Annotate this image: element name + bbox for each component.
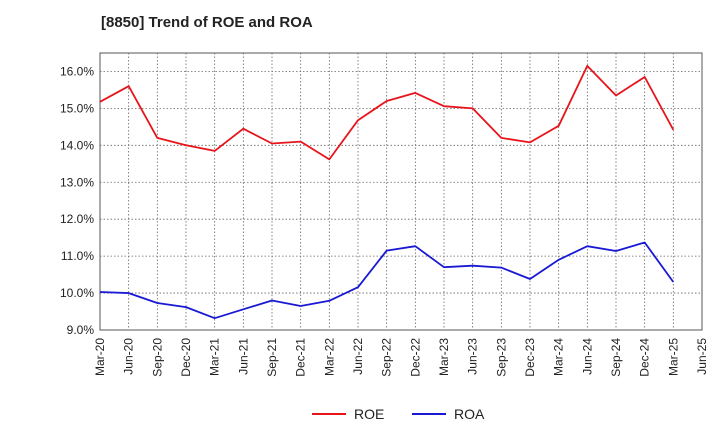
x-tick-label: Mar-25 xyxy=(666,338,680,376)
y-tick-label: 10.0% xyxy=(60,286,94,300)
series-line-roe xyxy=(99,65,675,161)
x-tick-label: Mar-20 xyxy=(93,338,107,376)
x-tick-label: Jun-25 xyxy=(695,338,709,375)
x-tick-label: Jun-21 xyxy=(236,338,250,375)
x-tick-label: Dec-20 xyxy=(179,338,193,377)
x-tick-label: Jun-23 xyxy=(466,338,480,375)
x-tick-label: Dec-24 xyxy=(638,338,652,377)
x-tick-label: Jun-20 xyxy=(122,338,136,375)
plot-area xyxy=(99,52,703,331)
y-tick-label: 16.0% xyxy=(60,64,94,78)
chart-title: [8850] Trend of ROE and ROA xyxy=(101,14,313,31)
series-line-roa xyxy=(99,241,675,320)
legend-layer: ROE ROA xyxy=(312,406,485,422)
legend-label-roe: ROE xyxy=(354,406,384,422)
axis-layer: Mar-20 Jun-20 Sep-20 Dec-20 Mar-21 Jun-21 Sep-… xyxy=(60,64,709,376)
x-tick-label: Sep-22 xyxy=(380,338,394,377)
x-tick-label: Sep-21 xyxy=(265,338,279,377)
x-tick-label: Dec-23 xyxy=(523,338,537,377)
grid-layer xyxy=(99,52,703,331)
x-tick-label: Sep-23 xyxy=(494,338,508,377)
y-tick-label: 14.0% xyxy=(60,138,94,152)
y-tick-label: 9.0% xyxy=(67,323,95,337)
x-tick-label: Mar-22 xyxy=(322,338,336,376)
x-tick-label: Jun-24 xyxy=(580,338,594,375)
y-tick-label: 15.0% xyxy=(60,101,94,115)
x-tick-label: Mar-24 xyxy=(552,338,566,376)
x-tick-label: Sep-20 xyxy=(150,338,164,377)
x-tick-label: Mar-21 xyxy=(208,338,222,376)
y-tick-label: 11.0% xyxy=(61,249,94,263)
x-tick-label: Sep-24 xyxy=(609,338,623,377)
x-tick-label: Mar-23 xyxy=(437,338,451,376)
x-tick-label: Jun-22 xyxy=(351,338,365,375)
series-layer xyxy=(99,65,675,320)
legend-label-roa: ROA xyxy=(454,406,485,422)
x-tick-label: Dec-21 xyxy=(294,338,308,377)
y-tick-label: 12.0% xyxy=(60,212,94,226)
y-tick-label: 13.0% xyxy=(60,175,94,189)
x-tick-label: Dec-22 xyxy=(408,338,422,377)
